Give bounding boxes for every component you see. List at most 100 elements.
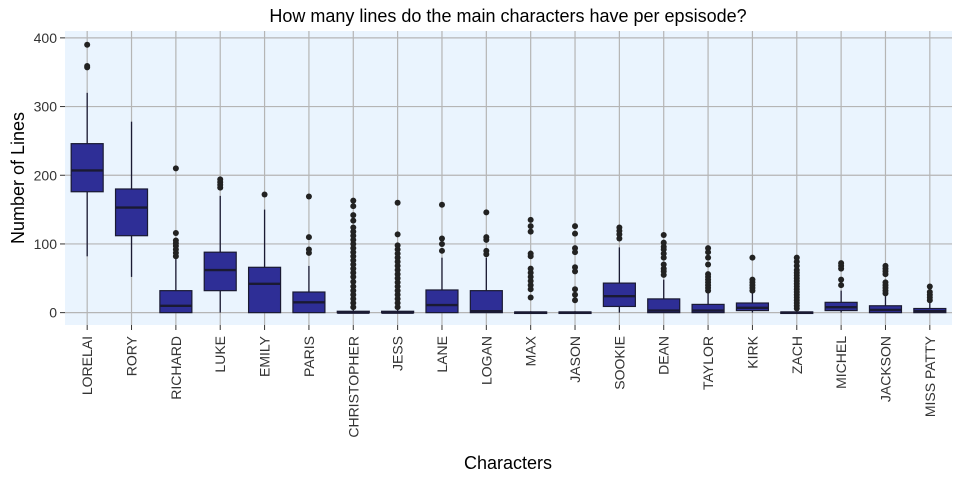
outlier-point — [882, 279, 889, 286]
outlier-point — [660, 250, 667, 257]
outlier-point — [394, 271, 401, 278]
box-taylor — [691, 245, 725, 314]
outlier-point — [394, 295, 401, 302]
box-miss-patty — [913, 283, 947, 314]
outlier-point — [882, 262, 889, 269]
box-sookie — [602, 224, 636, 313]
x-tick-label: SOOKIE — [611, 336, 627, 390]
outlier-point — [394, 287, 401, 294]
outlier-point — [394, 242, 401, 249]
box-body — [203, 251, 237, 292]
outlier-point — [350, 265, 357, 272]
outlier-point — [350, 212, 357, 219]
outlier-point — [527, 273, 534, 280]
outlier-point — [350, 304, 357, 311]
x-tick-label: EMILY — [257, 335, 273, 377]
outlier-point — [572, 297, 579, 304]
box-body — [247, 266, 282, 314]
outlier-point — [438, 247, 445, 254]
outlier-point — [660, 254, 667, 261]
box-dean — [647, 232, 681, 314]
outlier-point — [705, 271, 712, 278]
box-kirk — [735, 254, 770, 313]
outlier-point — [217, 176, 224, 183]
outlier-point — [350, 217, 357, 224]
outlier-point — [749, 276, 756, 283]
outlier-point — [705, 254, 712, 261]
x-tick-label: CHRISTOPHER — [345, 336, 361, 438]
box-jess — [381, 199, 415, 314]
outlier-point — [350, 273, 357, 280]
outlier-point — [350, 236, 357, 243]
outlier-point — [527, 294, 534, 301]
outlier-point — [527, 282, 534, 289]
x-tick-labels: LORELAI RORY RICHARD LUKE EMILY PARIS CHRISTOP… — [79, 325, 938, 438]
box-logan — [469, 209, 503, 314]
outlier-point — [394, 283, 401, 290]
outlier-point — [394, 275, 401, 282]
box-body — [425, 289, 459, 314]
outlier-point — [394, 258, 401, 265]
outlier-point — [572, 264, 579, 271]
x-tick-label: JESS — [390, 336, 406, 371]
outlier-point — [350, 240, 357, 247]
outlier-point — [172, 237, 179, 244]
outlier-point — [84, 41, 91, 48]
box-paris — [292, 193, 326, 314]
outlier-point — [350, 261, 357, 268]
outlier-point — [438, 240, 445, 247]
box-body — [647, 298, 681, 314]
outlier-point — [305, 246, 312, 253]
outlier-point — [483, 209, 490, 216]
box-michel — [824, 260, 858, 313]
outlier-point — [350, 278, 357, 285]
outlier-point — [350, 245, 357, 252]
x-tick-label: LOGAN — [478, 336, 494, 385]
x-tick-label: TAYLOR — [700, 336, 716, 390]
marks-layer — [70, 41, 947, 315]
x-tick-label: KIRK — [744, 335, 760, 368]
outlier-point — [350, 291, 357, 298]
box-rory — [114, 121, 149, 277]
outlier-point — [660, 261, 667, 268]
outlier-point — [394, 231, 401, 238]
x-tick-label: LORELAI — [79, 336, 95, 395]
outlier-point — [394, 279, 401, 286]
outlier-point — [305, 234, 312, 241]
outlier-point — [394, 199, 401, 206]
outlier-point — [527, 278, 534, 285]
x-axis-title: Characters — [464, 453, 552, 473]
box-lorelai — [70, 41, 104, 257]
outlier-point — [527, 265, 534, 272]
outlier-point — [572, 286, 579, 293]
outlier-point — [749, 254, 756, 261]
outlier-point — [350, 224, 357, 231]
outlier-point — [394, 262, 401, 269]
y-tick-label: 400 — [34, 30, 58, 46]
outlier-point — [350, 197, 357, 204]
box-body — [159, 290, 193, 314]
outlier-point — [483, 247, 490, 254]
outlier-point — [350, 249, 357, 256]
x-tick-label: MICHEL — [833, 336, 849, 389]
outlier-point — [838, 260, 845, 267]
box-max — [514, 216, 548, 315]
plot-panel — [65, 31, 952, 325]
box-body — [602, 282, 636, 308]
box-lane — [425, 201, 459, 314]
outlier-point — [350, 228, 357, 235]
outlier-point — [394, 304, 401, 311]
outlier-point — [172, 165, 179, 172]
outlier-point — [660, 243, 667, 250]
box-richard — [159, 165, 193, 314]
outlier-point — [305, 193, 312, 200]
x-tick-label: LANE — [434, 336, 450, 373]
outlier-point — [438, 235, 445, 242]
outlier-point — [705, 245, 712, 252]
outlier-point — [438, 201, 445, 208]
x-tick-label: DEAN — [656, 336, 672, 375]
outlier-point — [660, 232, 667, 239]
outlier-point — [84, 63, 91, 70]
outlier-point — [261, 191, 268, 198]
